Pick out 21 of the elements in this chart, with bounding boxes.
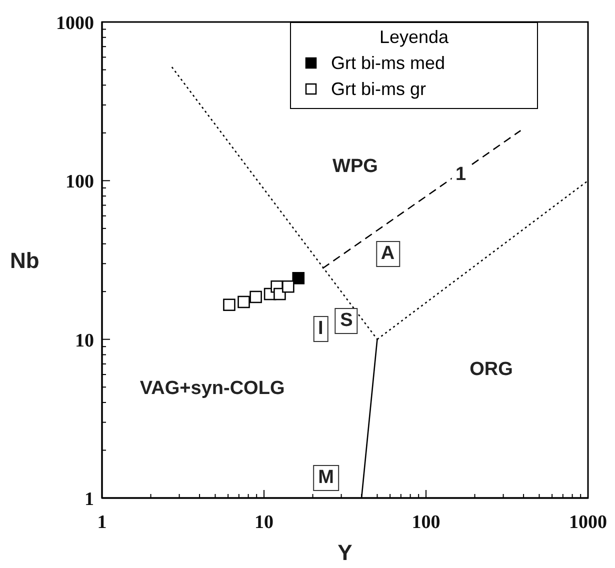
y-axis-title: Nb	[10, 248, 40, 273]
annotation: VAG+syn-COLG	[140, 378, 285, 400]
x-tick-label: 10	[254, 512, 274, 533]
legend-label: Grt bi-ms gr	[331, 78, 426, 101]
y-tick-label: 1000	[56, 13, 94, 34]
annotation: 1	[456, 164, 467, 185]
y-tick-label: 10	[75, 330, 94, 352]
x-axis-title: Y	[338, 540, 353, 565]
annotation: WPG	[332, 156, 378, 178]
annotation: ORG	[470, 358, 513, 381]
y-tick-label: 1	[84, 489, 94, 510]
annotation: A	[376, 240, 400, 267]
y-tick-label: 100	[66, 172, 94, 193]
annotation: I	[313, 316, 328, 342]
annotation: M	[313, 465, 339, 492]
x-tick-label: 1	[97, 512, 107, 533]
x-tick-label: 1000	[569, 512, 607, 533]
legend-title: Leyenda	[378, 27, 450, 48]
annotation: S	[335, 308, 358, 334]
x-tick-label: 100	[412, 512, 440, 533]
legend-label: Grt bi-ms med	[331, 52, 446, 75]
